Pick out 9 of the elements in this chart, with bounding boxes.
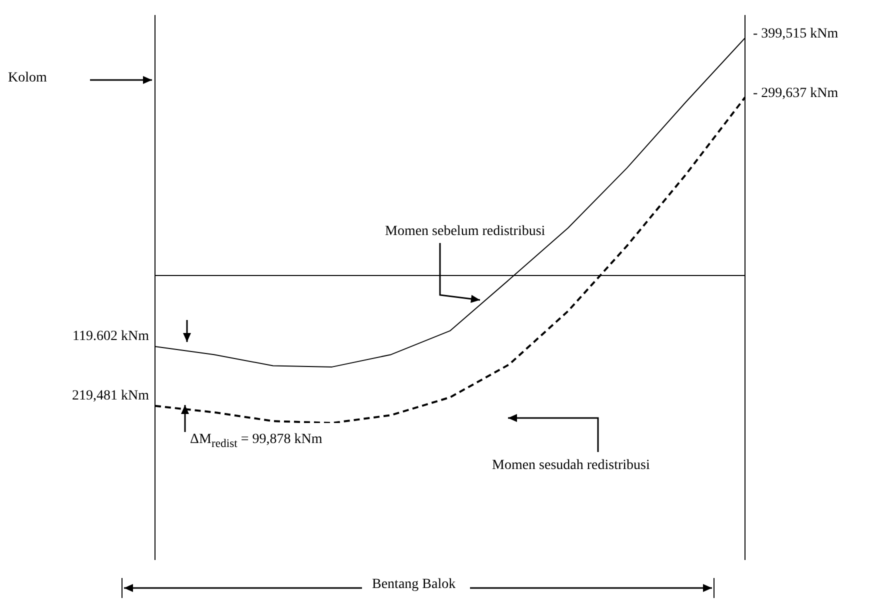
text: - 299,637 kNm — [753, 86, 838, 102]
text: Kolom — [8, 70, 47, 86]
text: Momen sesudah redistribusi — [492, 458, 650, 474]
text: - 399,515 kNm — [753, 26, 838, 42]
series-label: Momen sebelum redistribusi — [385, 224, 546, 240]
text: ΔM$_{redist}$ = 99,878 kNm — [190, 432, 322, 450]
text: 219,481 kNm — [72, 388, 150, 404]
text: Bentang Balok — [372, 577, 456, 593]
text: 119.602 kNm — [72, 329, 150, 344]
